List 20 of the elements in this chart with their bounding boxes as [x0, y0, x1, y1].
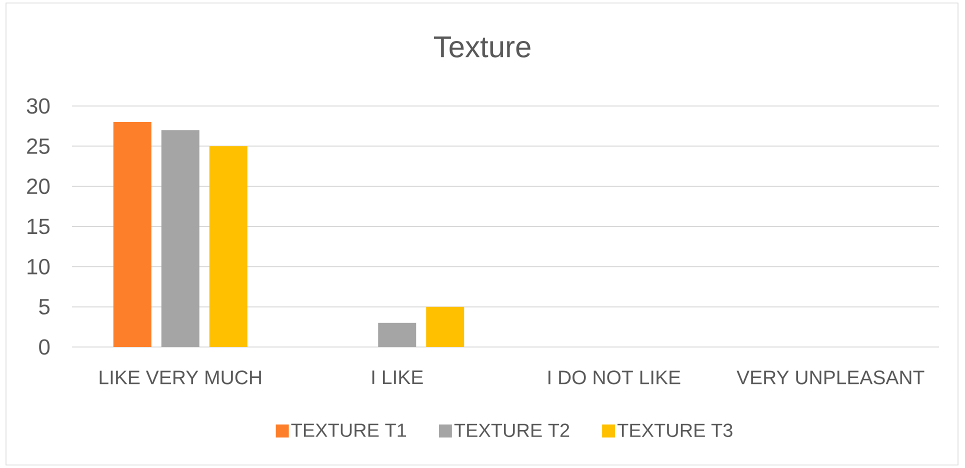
- bar: [113, 122, 152, 347]
- legend-label: TEXTURE T1: [291, 424, 406, 437]
- bar: [426, 306, 464, 347]
- y-tick-label: 5: [39, 299, 50, 315]
- y-tick-label: 25: [27, 138, 50, 154]
- y-tick-label: 10: [28, 258, 50, 274]
- chart-title: Texture: [434, 36, 530, 58]
- y-tick-label: 0: [39, 339, 50, 355]
- legend-label: TEXTURE T3: [617, 424, 732, 438]
- y-tick-label: 30: [26, 98, 50, 114]
- y-tick-label: 15: [28, 218, 50, 234]
- y-tick-label: 20: [27, 178, 50, 194]
- bar: [161, 130, 200, 347]
- x-tick-label: VERY UNPLEASANT: [736, 370, 924, 384]
- x-tick-label: I DO NOT LIKE: [548, 370, 680, 384]
- x-tick-label: I LIKE: [372, 370, 423, 384]
- bar: [209, 146, 248, 347]
- bar: [378, 322, 416, 347]
- legend-label: TEXTURE T2: [454, 424, 570, 438]
- x-tick-label: LIKE VERY MUCH: [100, 370, 261, 384]
